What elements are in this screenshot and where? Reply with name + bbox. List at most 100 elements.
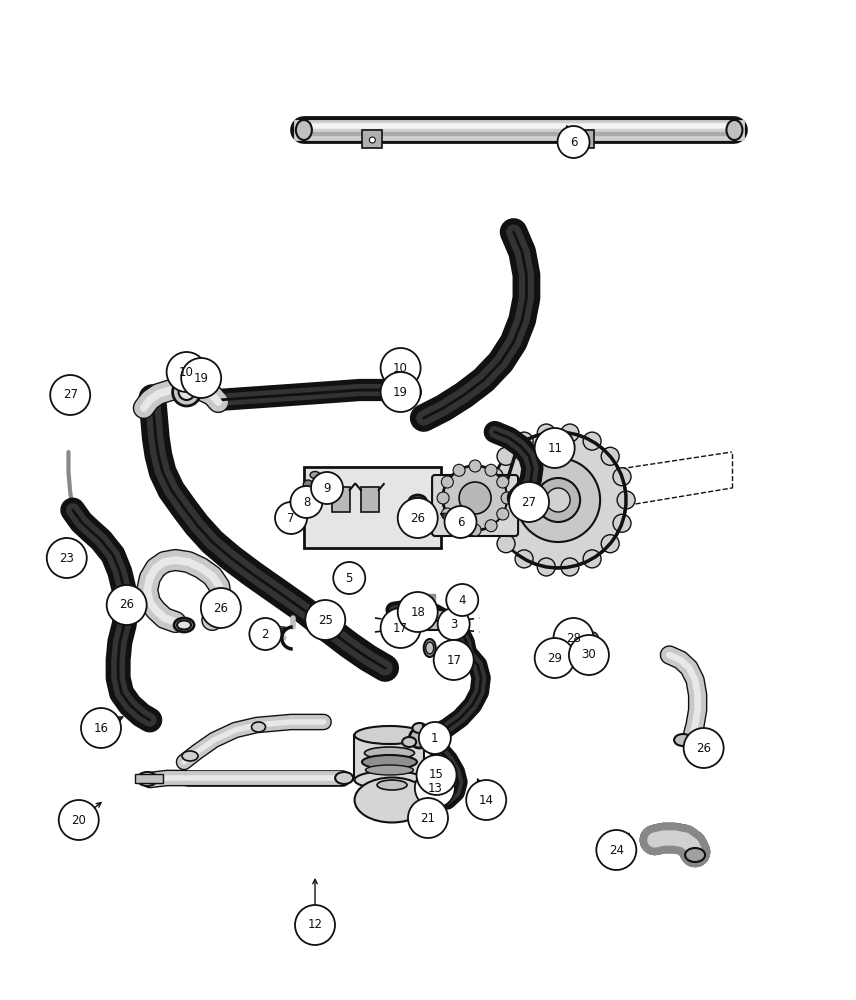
Circle shape xyxy=(557,126,590,158)
Text: 24: 24 xyxy=(609,843,624,856)
Circle shape xyxy=(333,562,366,594)
Ellipse shape xyxy=(685,848,705,862)
Bar xyxy=(304,467,441,548)
Circle shape xyxy=(490,432,626,568)
Circle shape xyxy=(442,476,454,488)
Text: 5: 5 xyxy=(346,571,353,584)
Circle shape xyxy=(81,708,121,748)
Circle shape xyxy=(601,535,619,553)
Circle shape xyxy=(419,722,451,754)
Circle shape xyxy=(535,428,574,468)
Circle shape xyxy=(469,524,481,536)
Circle shape xyxy=(583,550,601,568)
Text: 11: 11 xyxy=(547,442,562,454)
Circle shape xyxy=(509,482,549,522)
Circle shape xyxy=(417,755,456,795)
Bar xyxy=(362,130,383,148)
Circle shape xyxy=(409,728,430,748)
Text: 18: 18 xyxy=(410,605,425,618)
Text: 30: 30 xyxy=(581,648,597,662)
Circle shape xyxy=(684,728,723,768)
Circle shape xyxy=(388,386,403,402)
Circle shape xyxy=(201,588,241,628)
Circle shape xyxy=(398,498,437,538)
Circle shape xyxy=(535,638,574,678)
Text: 3: 3 xyxy=(450,617,457,631)
Circle shape xyxy=(485,468,503,486)
Circle shape xyxy=(501,492,513,504)
Bar xyxy=(360,487,379,512)
Circle shape xyxy=(516,458,600,542)
Circle shape xyxy=(249,618,282,650)
Ellipse shape xyxy=(177,620,191,630)
Ellipse shape xyxy=(412,497,424,506)
Text: 1: 1 xyxy=(431,732,438,744)
Ellipse shape xyxy=(366,765,413,775)
Text: 2: 2 xyxy=(262,628,269,641)
Text: 26: 26 xyxy=(410,512,425,524)
Ellipse shape xyxy=(365,747,414,759)
Ellipse shape xyxy=(424,639,436,657)
Text: 27: 27 xyxy=(62,388,78,401)
Circle shape xyxy=(381,348,420,388)
Circle shape xyxy=(382,380,409,408)
Text: 21: 21 xyxy=(420,811,436,824)
Bar xyxy=(354,735,425,780)
Circle shape xyxy=(444,506,477,538)
Circle shape xyxy=(497,535,515,553)
Text: 12: 12 xyxy=(307,919,323,932)
Text: 29: 29 xyxy=(547,652,562,665)
Ellipse shape xyxy=(674,734,693,746)
Ellipse shape xyxy=(425,642,434,654)
Text: 19: 19 xyxy=(393,385,408,398)
Circle shape xyxy=(459,482,491,514)
Circle shape xyxy=(576,626,588,638)
Text: 13: 13 xyxy=(427,782,443,794)
Text: 10: 10 xyxy=(179,365,194,378)
Circle shape xyxy=(294,493,305,503)
Circle shape xyxy=(290,486,323,518)
Ellipse shape xyxy=(402,737,416,747)
Text: 28: 28 xyxy=(566,632,581,645)
Circle shape xyxy=(443,466,507,530)
Ellipse shape xyxy=(182,751,198,761)
Circle shape xyxy=(434,640,473,680)
Circle shape xyxy=(303,480,313,490)
Circle shape xyxy=(538,558,556,576)
Ellipse shape xyxy=(423,737,437,747)
Text: 26: 26 xyxy=(213,601,229,614)
Circle shape xyxy=(566,642,578,654)
Ellipse shape xyxy=(413,723,426,733)
Ellipse shape xyxy=(335,772,354,784)
Circle shape xyxy=(47,538,86,578)
Circle shape xyxy=(469,460,481,472)
Ellipse shape xyxy=(354,726,425,744)
Circle shape xyxy=(546,488,570,512)
Text: 6: 6 xyxy=(457,516,464,528)
Circle shape xyxy=(554,618,593,658)
Ellipse shape xyxy=(395,629,407,647)
Ellipse shape xyxy=(727,120,742,140)
Ellipse shape xyxy=(362,755,417,769)
Bar xyxy=(331,487,350,512)
Circle shape xyxy=(497,447,515,465)
Text: 14: 14 xyxy=(479,794,494,806)
Ellipse shape xyxy=(310,472,320,479)
Circle shape xyxy=(167,352,206,392)
Bar xyxy=(135,774,163,783)
FancyBboxPatch shape xyxy=(419,610,443,630)
Circle shape xyxy=(583,432,601,450)
Circle shape xyxy=(181,358,221,398)
Text: 27: 27 xyxy=(521,495,537,508)
Circle shape xyxy=(311,472,343,504)
Circle shape xyxy=(453,520,465,532)
Circle shape xyxy=(173,378,200,406)
Text: 7: 7 xyxy=(288,512,294,524)
Circle shape xyxy=(179,384,194,400)
Ellipse shape xyxy=(296,120,312,140)
Circle shape xyxy=(408,798,448,838)
Circle shape xyxy=(59,800,98,840)
Circle shape xyxy=(398,592,437,632)
Circle shape xyxy=(107,585,146,625)
Circle shape xyxy=(586,632,598,644)
